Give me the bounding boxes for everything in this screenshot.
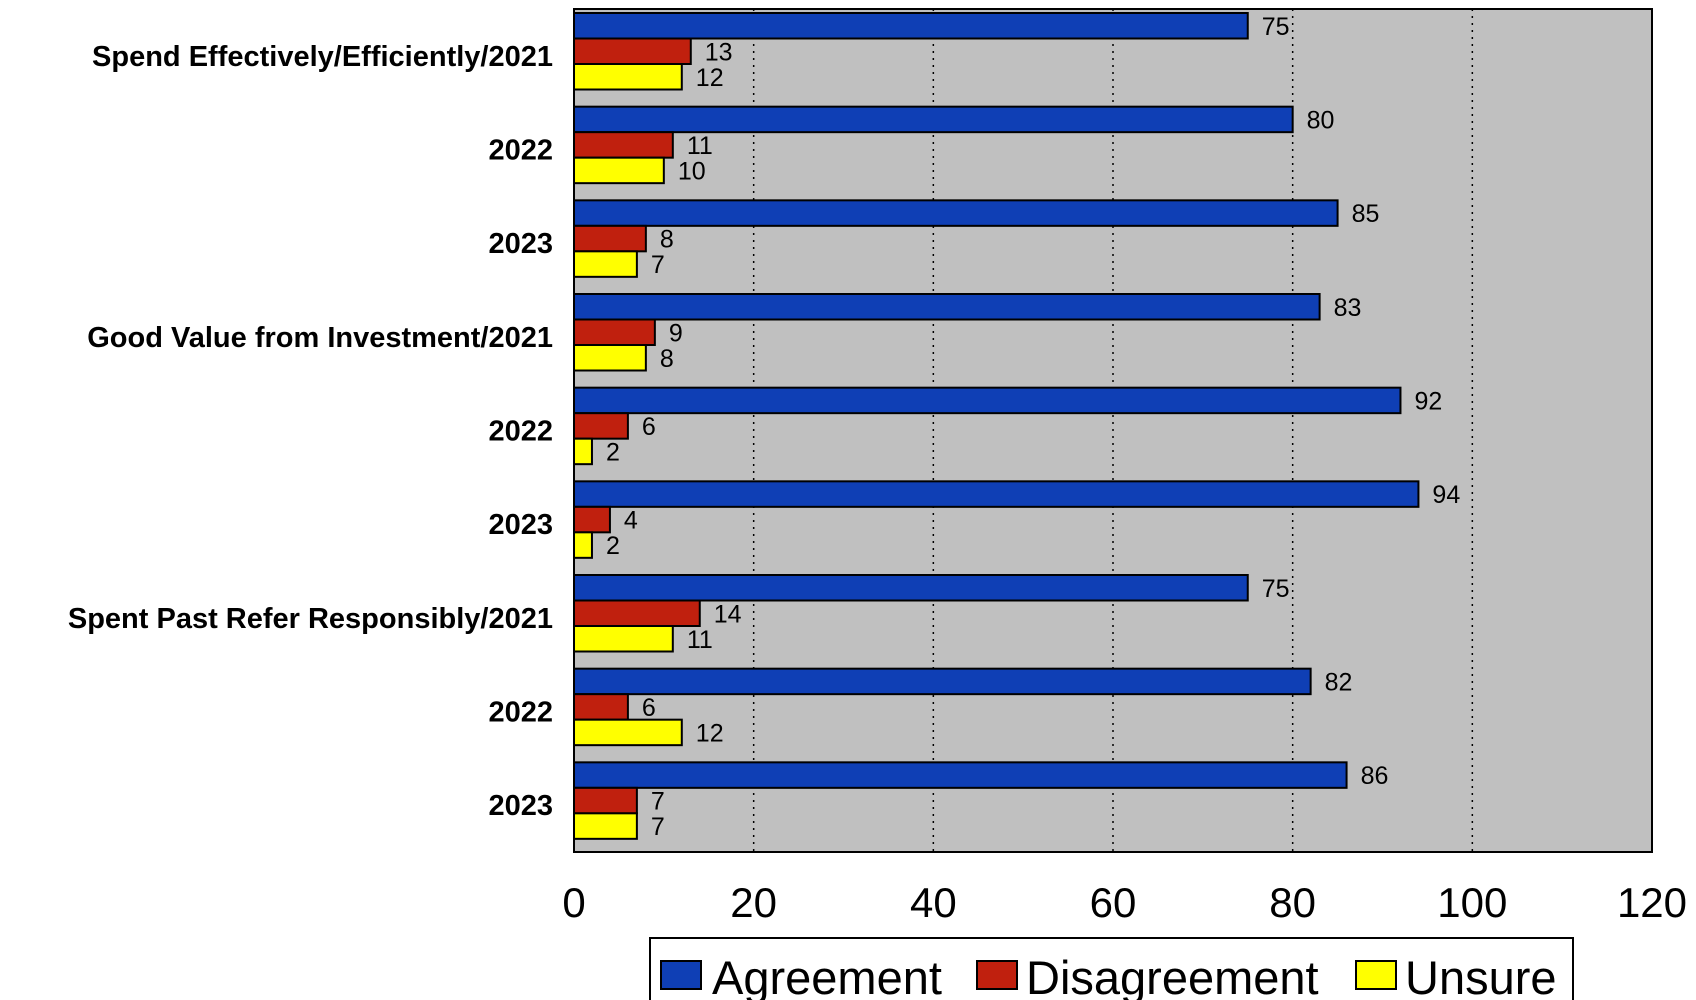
bar-disagreement <box>573 599 701 627</box>
data-label-unsure: 2 <box>606 532 620 560</box>
data-label-disagreement: 8 <box>660 226 674 254</box>
gridlines <box>752 9 1474 852</box>
data-label-agreement: 92 <box>1414 387 1442 415</box>
category-label: Good Value from Investment/2021 <box>87 322 553 354</box>
category-labels: Spend Effectively/Efficiently/2021 2022 20… <box>68 41 553 822</box>
x-tick-label: 20 <box>730 879 777 926</box>
bar-disagreement <box>573 224 647 253</box>
data-label-unsure: 8 <box>660 345 674 373</box>
bar-agreement <box>573 761 1348 789</box>
legend-swatch-disagreement <box>976 960 1018 990</box>
bar-agreement <box>573 574 1249 602</box>
data-label-unsure: 10 <box>678 157 706 185</box>
x-tick-label: 0 <box>562 879 585 926</box>
data-label-unsure: 7 <box>651 251 665 279</box>
bar-agreement <box>573 386 1402 415</box>
x-tick-label: 100 <box>1437 879 1507 926</box>
bar-disagreement <box>573 505 611 534</box>
category-label: 2023 <box>488 790 553 822</box>
category-label: 2022 <box>488 697 553 729</box>
bar-agreement <box>573 105 1294 134</box>
bar-disagreement <box>573 693 629 721</box>
legend-label-agreement: Agreement <box>712 951 942 1000</box>
category-label: 2023 <box>488 228 553 260</box>
legend-box <box>649 937 1574 1000</box>
x-tick-label: 60 <box>1090 879 1137 926</box>
category-label: 2022 <box>488 416 553 448</box>
data-label-agreement: 75 <box>1262 575 1290 603</box>
bar-agreement <box>573 667 1312 696</box>
bars: 7513128011108587839892629442751411826128… <box>573 12 1460 841</box>
category-label: Spend Effectively/Efficiently/2021 <box>92 41 553 73</box>
bar-unsure <box>573 531 593 559</box>
category-label: 2022 <box>488 135 553 167</box>
data-label-agreement: 80 <box>1307 106 1335 134</box>
data-label-unsure: 11 <box>687 626 713 654</box>
data-label-disagreement: 14 <box>714 600 742 628</box>
bar-agreement <box>573 293 1321 321</box>
data-label-unsure: 12 <box>696 64 724 92</box>
data-label-disagreement: 11 <box>687 132 713 160</box>
bar-disagreement <box>573 37 692 65</box>
data-label-agreement: 82 <box>1325 668 1353 696</box>
legend-swatch-unsure <box>1355 960 1397 990</box>
legend-label-unsure: Unsure <box>1405 951 1557 1000</box>
category-label: 2023 <box>488 509 553 541</box>
bar-disagreement <box>573 412 629 440</box>
bar-unsure <box>573 718 683 747</box>
data-label-unsure: 2 <box>606 438 620 466</box>
data-label-agreement: 86 <box>1361 762 1389 790</box>
data-label-disagreement: 7 <box>651 788 665 816</box>
bar-unsure <box>573 63 683 91</box>
data-label-disagreement: 9 <box>669 319 683 347</box>
bar-disagreement <box>573 318 656 346</box>
data-label-agreement: 94 <box>1432 481 1460 509</box>
bar-agreement <box>573 199 1339 227</box>
plot-border <box>573 8 1653 853</box>
bar-disagreement <box>573 131 674 159</box>
data-label-unsure: 12 <box>696 719 724 747</box>
data-label-agreement: 85 <box>1352 200 1380 228</box>
data-label-disagreement: 4 <box>624 507 638 535</box>
bar-unsure <box>573 437 593 466</box>
bar-unsure <box>573 250 638 278</box>
bar-agreement <box>573 480 1420 508</box>
legend-swatch-agreement <box>660 960 702 990</box>
data-label-agreement: 83 <box>1334 294 1362 322</box>
data-label-unsure: 7 <box>651 813 665 841</box>
data-label-agreement: 75 <box>1262 13 1290 41</box>
x-tick-label: 120 <box>1617 879 1687 926</box>
bar-unsure <box>573 625 674 653</box>
x-tick-label: 80 <box>1269 879 1316 926</box>
legend: Agreement Disagreement Unsure <box>649 937 1574 1000</box>
data-label-disagreement: 6 <box>642 413 656 441</box>
category-label: Spent Past Refer Responsibly/2021 <box>68 603 553 635</box>
bar-disagreement <box>573 786 638 815</box>
data-label-disagreement: 6 <box>642 694 656 722</box>
bar-unsure <box>573 344 647 372</box>
bar-unsure <box>573 156 665 185</box>
bar-agreement <box>573 12 1249 40</box>
data-label-disagreement: 13 <box>705 38 733 66</box>
x-tick-label: 40 <box>910 879 957 926</box>
x-axis-ticks: 0 20 40 60 80 100 120 <box>562 879 1687 926</box>
bar-unsure <box>573 812 638 840</box>
legend-label-disagreement: Disagreement <box>1026 951 1319 1000</box>
